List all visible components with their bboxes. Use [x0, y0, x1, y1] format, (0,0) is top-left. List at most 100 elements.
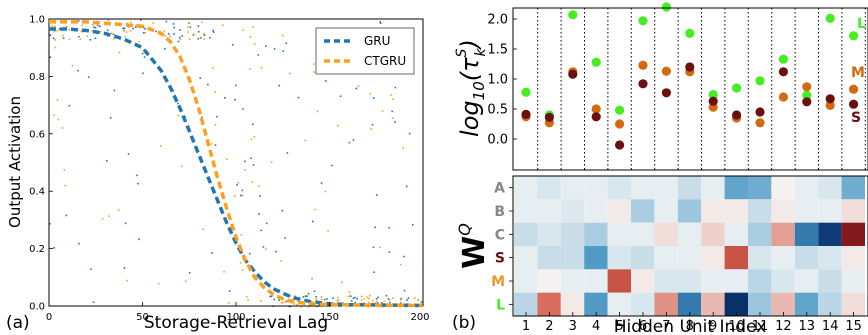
a-sample-point [315, 296, 317, 298]
a-sample-point [332, 297, 334, 299]
a-sample-point [123, 30, 125, 32]
a-sample-point [420, 301, 423, 303]
b-row-label-a: A [494, 181, 505, 197]
a-sample-point [253, 43, 256, 45]
b-series-label-l: L [857, 16, 866, 32]
b-point-s [521, 109, 531, 119]
b-heat-cell [794, 246, 819, 270]
a-sample-point [135, 26, 137, 28]
b-scatter-frame [512, 7, 868, 171]
a-sample-point [155, 30, 157, 33]
b-heat-cell [677, 246, 702, 270]
b-x-tick-label: 14 [822, 319, 839, 334]
b-heat-cell [560, 246, 585, 270]
b-series-label-m: M [851, 65, 865, 81]
a-sample-point [108, 215, 110, 217]
a-sample-point [236, 184, 238, 186]
a-sample-point [281, 34, 284, 37]
a-sample-point [327, 230, 329, 232]
a-sample-point [167, 33, 170, 35]
b-heat-cell [677, 292, 702, 316]
a-sample-point [323, 298, 326, 301]
b-heat-cell [537, 246, 561, 270]
a-sample-point [94, 37, 97, 40]
b-heat-cell [607, 269, 631, 293]
b-heat-cell [607, 199, 631, 223]
b-heat-cell [631, 176, 655, 200]
a-sample-point [251, 181, 254, 183]
b-point-s [568, 69, 578, 79]
a-sample-point [202, 228, 205, 231]
b-point-m [638, 60, 648, 70]
b-heat-cell [677, 176, 702, 200]
b-heat-cell [560, 269, 585, 293]
b-heat-cell [841, 222, 865, 246]
b-point-s [615, 140, 625, 150]
b-heat-cell [654, 176, 678, 200]
a-sample-point [387, 298, 390, 300]
a-sample-point [177, 102, 179, 105]
a-sample-point [260, 229, 263, 232]
a-sample-point [368, 294, 371, 297]
b-heat-cell [841, 246, 865, 270]
a-sample-point [388, 299, 391, 301]
b-heat-cell [794, 222, 819, 246]
a-sample-point [285, 300, 288, 303]
b-heat-cell [514, 292, 538, 316]
b-heat-cell [724, 269, 748, 293]
a-scatter-points [49, 19, 424, 308]
a-sample-point [247, 299, 249, 301]
b-heat-cell [724, 222, 748, 246]
a-sample-point [377, 302, 379, 305]
a-sample-point [284, 300, 287, 303]
a-sample-point [262, 246, 265, 248]
a-sample-point [163, 30, 166, 33]
a-sample-point [337, 124, 339, 127]
b-heat-cell [701, 199, 725, 223]
b-heat-cell [560, 222, 585, 246]
a-y-tick-label: 0.4 [29, 187, 45, 198]
a-sample-point [313, 63, 315, 65]
a-sample-point [259, 300, 262, 302]
b-heat-cell [794, 292, 819, 316]
b-heat-cell [631, 246, 655, 270]
b-heat-cell [701, 269, 725, 293]
a-sample-point [143, 56, 146, 58]
b-point-l [778, 54, 789, 64]
a-sample-point [293, 303, 296, 305]
a-sample-point [54, 46, 56, 49]
a-sample-point [110, 32, 113, 35]
a-legend-box [315, 27, 415, 75]
a-sample-point [371, 123, 374, 126]
a-sample-point [62, 37, 65, 40]
a-sample-point [367, 301, 370, 304]
a-sample-point [311, 300, 313, 303]
a-sample-point [252, 123, 254, 126]
a-sample-point [224, 97, 226, 99]
b-heat-cell [584, 292, 608, 316]
b-heat-cell [701, 292, 725, 316]
a-sample-point [312, 220, 314, 223]
b-heat-cell [771, 199, 795, 223]
a-sample-point [314, 208, 317, 211]
a-x-tick-label: 100 [226, 312, 245, 323]
a-sample-point [399, 298, 402, 301]
a-sample-point [89, 38, 92, 41]
b-x-axis-label: Hidden Unit Index [614, 317, 767, 335]
b-heat-cell [631, 292, 655, 316]
a-sample-point [366, 296, 369, 299]
a-sample-point [177, 40, 180, 43]
a-sample-point [307, 292, 310, 295]
a-sample-point [324, 190, 327, 193]
a-sample-point [252, 26, 255, 28]
a-sample-point [173, 26, 175, 29]
b-heatmap-y-label-text: WQ [455, 223, 492, 269]
a-sample-point [275, 250, 277, 253]
a-sample-point [211, 252, 213, 254]
b-x-tick-label: 3 [569, 319, 577, 334]
a-sample-point [375, 298, 378, 300]
a-sample-point [227, 302, 230, 304]
a-sample-point [417, 298, 420, 301]
a-sample-point [221, 24, 224, 27]
